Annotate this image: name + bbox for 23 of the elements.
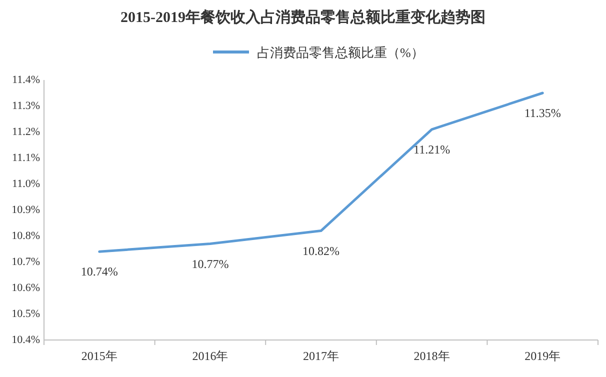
data-label: 10.82%	[302, 244, 340, 258]
x-tick-label: 2015年	[81, 349, 118, 363]
y-tick-label: 11.3%	[12, 100, 40, 112]
data-label: 11.35%	[524, 106, 561, 120]
y-tick-label: 10.5%	[12, 308, 40, 320]
y-tick-label: 10.6%	[12, 282, 40, 294]
y-tick-label: 10.7%	[12, 256, 40, 268]
legend-label: 占消费品零售总额比重（%）	[257, 45, 424, 60]
y-tick-label: 10.4%	[12, 334, 40, 346]
y-tick-label: 11.0%	[12, 178, 40, 190]
x-tick-label: 2016年	[192, 349, 228, 363]
data-label: 10.77%	[192, 256, 229, 271]
x-tick-label: 2019年	[524, 349, 561, 363]
x-tick-label: 2017年	[303, 349, 339, 363]
data-label: 11.21%	[414, 142, 450, 156]
data-label: 10.74%	[80, 264, 118, 279]
y-tick-label: 11.1%	[12, 152, 40, 164]
y-tick-label: 10.8%	[12, 230, 40, 242]
y-tick-label: 10.9%	[12, 204, 40, 216]
y-tick-label: 11.2%	[12, 126, 40, 138]
chart-title: 2015-2019年餐饮收入占消费品零售总额比重变化趋势图	[120, 8, 486, 26]
y-tick-label: 11.4%	[12, 74, 40, 86]
x-tick-label: 2018年	[414, 349, 450, 363]
